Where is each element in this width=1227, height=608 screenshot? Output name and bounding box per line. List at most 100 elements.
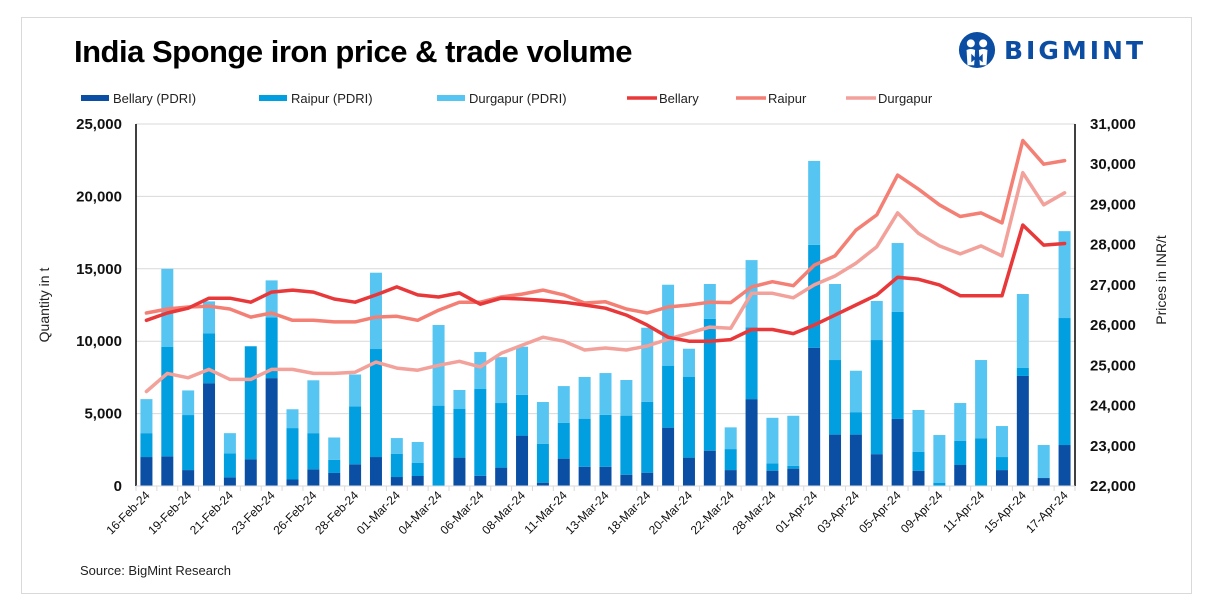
- bar-bellary-pdri: [1016, 375, 1029, 486]
- bar-durgapur-pdri: [724, 427, 737, 450]
- bar-raipur-pdri: [161, 346, 174, 457]
- bar-durgapur-pdri: [620, 380, 633, 416]
- legend-item: Durgapur: [846, 91, 933, 106]
- bar-durgapur-pdri: [954, 403, 967, 441]
- bar-durgapur-pdri: [140, 399, 153, 434]
- legend-swatch: [81, 95, 109, 101]
- bar-raipur-pdri: [724, 449, 737, 471]
- x-tick-label: 20-Mar-24: [646, 488, 695, 537]
- bar-raipur-pdri: [1058, 318, 1071, 446]
- x-tick-label: 08-Mar-24: [479, 488, 528, 537]
- y-right-tick-label: 28,000: [1090, 237, 1136, 254]
- bar-bellary-pdri: [474, 475, 487, 486]
- bar-raipur-pdri: [182, 415, 195, 471]
- bar-raipur-pdri: [766, 463, 779, 471]
- bar-bellary-pdri: [369, 457, 382, 486]
- bar-bellary-pdri: [620, 474, 633, 486]
- bar-durgapur-pdri: [995, 426, 1008, 458]
- y-right-tick-label: 23,000: [1090, 438, 1136, 455]
- x-tick-label: 01-Apr-24: [773, 488, 821, 536]
- chart-title: India Sponge iron price & trade volume: [74, 34, 633, 69]
- bar-bellary-pdri: [745, 399, 758, 486]
- bar-bellary-pdri: [766, 470, 779, 486]
- x-tick-label: 28-Feb-24: [312, 488, 361, 537]
- bar-durgapur-pdri: [599, 373, 612, 415]
- bar-durgapur-pdri: [1016, 293, 1029, 368]
- legend-label: Durgapur (PDRI): [469, 91, 567, 106]
- bar-durgapur-pdri: [265, 280, 278, 318]
- bar-raipur-pdri: [453, 408, 466, 458]
- bar-raipur-pdri: [495, 403, 508, 468]
- bar-bellary-pdri: [307, 469, 320, 486]
- bar-raipur-pdri: [140, 433, 153, 458]
- bar-bellary-pdri: [390, 477, 403, 486]
- bar-bellary-pdri: [599, 466, 612, 486]
- x-tick-label: 01-Mar-24: [354, 488, 403, 537]
- legend-swatch: [437, 95, 465, 101]
- line-series: [144, 138, 1067, 394]
- y-right-tick-label: 30,000: [1090, 156, 1136, 173]
- bar-bellary-pdri: [223, 477, 236, 486]
- bar-raipur-pdri: [557, 422, 570, 459]
- legend-label: Bellary: [659, 91, 699, 106]
- bar-raipur-pdri: [641, 401, 654, 473]
- bar-bellary-pdri: [286, 479, 299, 486]
- x-tick-label: 23-Feb-24: [229, 488, 278, 537]
- bar-raipur-pdri: [349, 406, 362, 465]
- bar-bellary-pdri: [682, 457, 695, 486]
- bar-bellary-pdri: [557, 458, 570, 486]
- bar-durgapur-pdri: [1058, 231, 1071, 319]
- bar-durgapur-pdri: [787, 415, 800, 466]
- x-tick-label: 03-Apr-24: [814, 488, 862, 536]
- bar-raipur-pdri: [411, 462, 424, 477]
- logo-text: BIGMINT: [1004, 35, 1147, 65]
- bar-raipur-pdri: [620, 415, 633, 475]
- bar-bellary-pdri: [912, 470, 925, 486]
- bar-raipur-pdri: [975, 438, 988, 486]
- bar-bellary-pdri: [265, 378, 278, 486]
- bar-raipur-pdri: [912, 451, 925, 471]
- bar-durgapur-pdri: [766, 417, 779, 464]
- source-note: Source: BigMint Research: [80, 563, 232, 578]
- x-tick-label: 28-Mar-24: [730, 488, 779, 537]
- bar-raipur-pdri: [307, 433, 320, 470]
- bar-durgapur-pdri: [829, 284, 842, 361]
- y-right-tick-label: 24,000: [1090, 398, 1136, 415]
- bar-bellary-pdri: [1037, 478, 1050, 486]
- bar-durgapur-pdri: [662, 284, 675, 366]
- legend-item: Durgapur (PDRI): [437, 91, 567, 106]
- bar-raipur-pdri: [682, 376, 695, 458]
- bar-raipur-pdri: [870, 340, 883, 455]
- bar-raipur-pdri: [808, 244, 821, 348]
- bar-bellary-pdri: [516, 435, 529, 486]
- bar-durgapur-pdri: [307, 380, 320, 434]
- bar-bellary-pdri: [453, 457, 466, 486]
- x-tick-label: 11-Apr-24: [940, 488, 987, 535]
- bar-raipur-pdri: [536, 443, 549, 483]
- x-tick-label: 22-Mar-24: [688, 488, 737, 537]
- x-tick-label: 05-Apr-24: [856, 488, 904, 536]
- bar-raipur-pdri: [223, 453, 236, 478]
- bar-bellary-pdri: [787, 468, 800, 486]
- y-left-tick-label: 20,000: [76, 188, 122, 205]
- bar-bellary-pdri: [161, 456, 174, 486]
- y-left-tick-label: 10,000: [76, 333, 122, 350]
- chart-frame: [21, 17, 1192, 594]
- bar-bellary-pdri: [411, 476, 424, 486]
- bar-bellary-pdri: [891, 418, 904, 486]
- bar-raipur-pdri: [516, 394, 529, 436]
- bar-durgapur-pdri: [203, 301, 216, 334]
- bar-durgapur-pdri: [182, 390, 195, 416]
- bar-durgapur-pdri: [390, 438, 403, 454]
- bar-raipur-pdri: [244, 346, 257, 460]
- y-right-tick-label: 27,000: [1090, 277, 1136, 294]
- bar-raipur-pdri: [933, 482, 946, 486]
- y-right-tick-label: 22,000: [1090, 478, 1136, 495]
- bar-durgapur-pdri: [870, 300, 883, 341]
- bar-raipur-pdri: [662, 365, 675, 428]
- bar-durgapur-pdri: [849, 370, 862, 413]
- bar-raipur-pdri: [891, 311, 904, 419]
- x-tick-label: 04-Mar-24: [396, 488, 445, 537]
- bar-bellary-pdri: [662, 427, 675, 486]
